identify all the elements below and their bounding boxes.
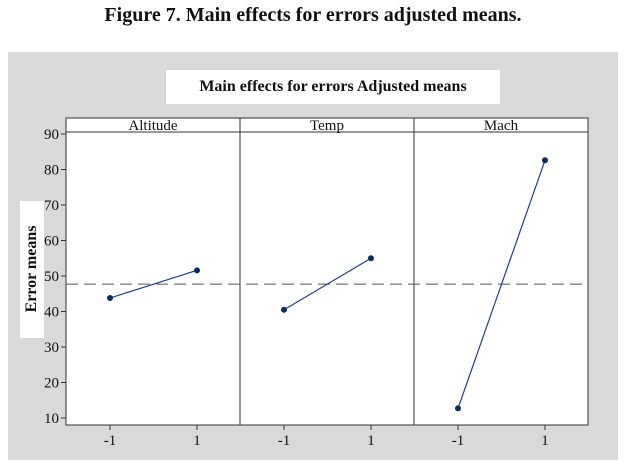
- panel-label: Temp: [310, 118, 344, 134]
- x-tick-label: -1: [278, 433, 291, 449]
- chart-title: Main effects for errors Adjusted means: [166, 70, 500, 104]
- x-tick-label: 1: [193, 433, 201, 449]
- y-tick-label: 30: [44, 340, 59, 356]
- x-tick-label: 1: [541, 433, 549, 449]
- data-point: [455, 405, 461, 412]
- y-tick-label: 80: [44, 163, 59, 179]
- data-point: [281, 306, 287, 313]
- y-tick-label: 40: [44, 305, 59, 321]
- y-tick-label: 50: [44, 269, 59, 285]
- series-line-mach: [457, 160, 546, 409]
- x-tick-label: 1: [367, 433, 375, 449]
- series-line-temp: [283, 257, 372, 311]
- data-point: [368, 255, 374, 262]
- panel-label: Mach: [484, 118, 519, 134]
- y-axis-label-box: [20, 201, 44, 338]
- series-line-altitude: [109, 269, 198, 299]
- y-tick-label: 90: [44, 127, 59, 143]
- panel-label: Altitude: [128, 118, 178, 134]
- data-point: [194, 267, 200, 274]
- y-tick-label: 60: [44, 234, 59, 250]
- y-tick-label: 10: [44, 411, 59, 427]
- x-tick-label: -1: [104, 433, 117, 449]
- data-point: [542, 157, 548, 164]
- y-tick-label: 70: [44, 198, 59, 214]
- plot-area: [65, 117, 589, 426]
- x-tick-label: -1: [452, 433, 465, 449]
- figure-caption: Figure 7. Main effects for errors adjust…: [104, 4, 522, 26]
- data-point: [107, 295, 113, 302]
- y-tick-label: 20: [44, 376, 59, 392]
